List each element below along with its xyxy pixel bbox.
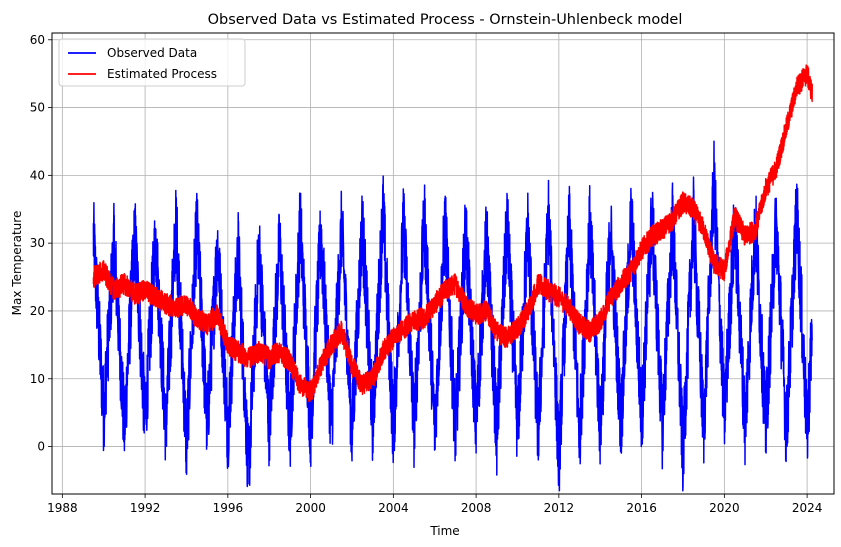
x-axis-label: Time — [429, 524, 459, 538]
x-tick-label: 2004 — [378, 501, 409, 515]
legend: Observed Data Estimated Process — [58, 38, 246, 87]
x-tick-label: 1988 — [47, 501, 78, 515]
x-tick-label: 2000 — [295, 501, 326, 515]
x-tick-label: 1992 — [130, 501, 161, 515]
plot-frame — [51, 32, 835, 495]
y-tick-label: 40 — [30, 168, 45, 182]
x-tick-label: 2012 — [544, 501, 575, 515]
y-tick-label: 60 — [30, 33, 45, 47]
legend-label-1: Observed Data — [107, 46, 197, 60]
plot-area — [92, 64, 813, 492]
y-tick-label: 10 — [30, 372, 45, 386]
x-tick-label: 1996 — [213, 501, 244, 515]
y-axis-label: Max Temperature — [10, 211, 24, 316]
legend-label-2: Estimated Process — [107, 67, 217, 81]
y-tick-label: 50 — [30, 101, 45, 115]
x-tick-label: 2024 — [792, 501, 823, 515]
chart-title: Observed Data vs Estimated Process - Orn… — [208, 12, 683, 28]
x-tick-label: 2020 — [709, 501, 740, 515]
y-tick-label: 20 — [30, 304, 45, 318]
y-axis: 0 10 20 30 40 50 60 — [30, 33, 52, 454]
series-line-2 — [92, 64, 813, 403]
y-tick-label: 0 — [37, 440, 45, 454]
y-tick-label: 30 — [30, 236, 45, 250]
series-line-1 — [92, 140, 813, 492]
x-tick-label: 2016 — [626, 501, 657, 515]
x-tick-label: 2008 — [461, 501, 492, 515]
x-axis: 1988 1992 1996 2000 2004 2008 2012 2016 2020 2024 — [47, 494, 822, 515]
legend-box — [58, 38, 246, 87]
